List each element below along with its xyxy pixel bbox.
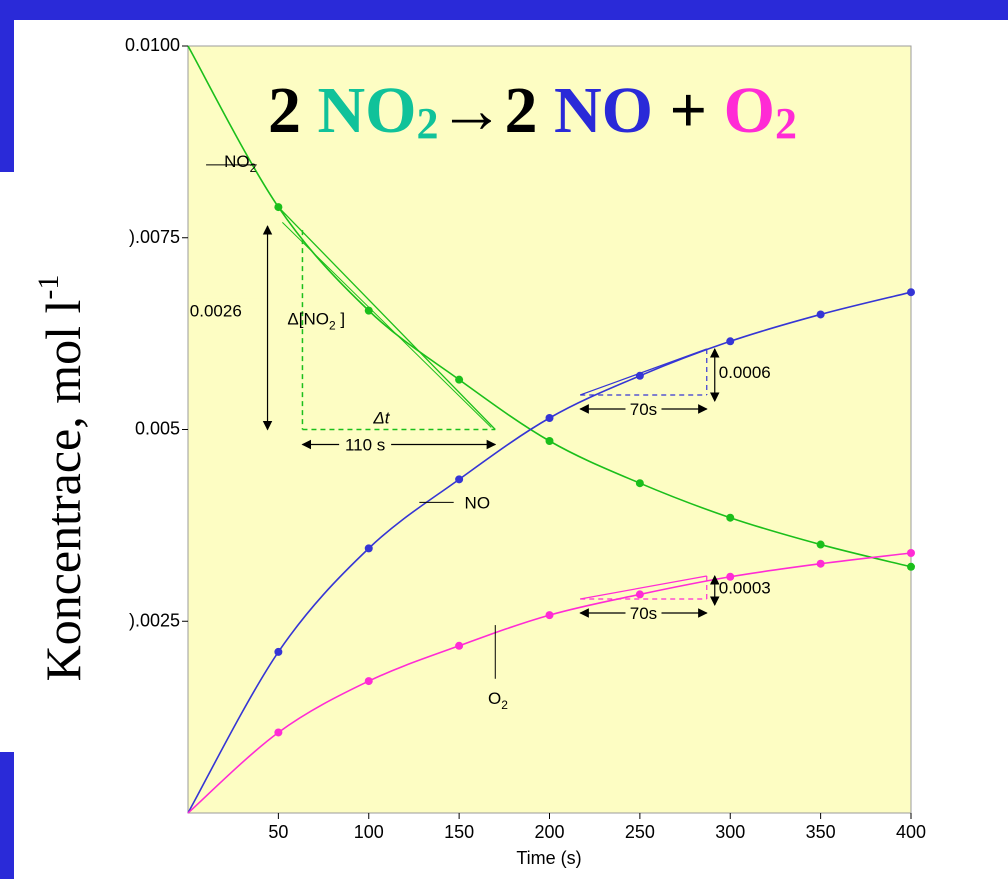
data-point-no (455, 475, 464, 484)
data-point-no (274, 647, 283, 656)
series-line-o2 (187, 552, 912, 814)
x-tick-label: 150 (444, 822, 474, 842)
x-tick-label: 400 (896, 822, 926, 842)
y-tick-label: ).0075 (129, 227, 180, 247)
o2-delta-t-value: 70s (630, 604, 657, 623)
no-delta-t-value: 70s (630, 400, 657, 419)
equation-arrow: → (438, 74, 505, 147)
no2-tangent-line (277, 206, 496, 430)
data-point-no2 (816, 540, 825, 549)
data-point-o2 (364, 677, 373, 686)
slide-left-band-lower (0, 752, 14, 879)
x-tick-label: 350 (806, 822, 836, 842)
data-point-no2 (364, 306, 373, 315)
plot-area (187, 45, 912, 814)
data-point-no2 (545, 437, 554, 446)
no2-delta-t-value: 110 s (345, 436, 385, 455)
equation-coefficient-1: 2 (268, 74, 301, 147)
data-point-no (545, 413, 554, 422)
data-point-o2 (545, 611, 554, 620)
no2-delta-conc-name-part: Δ[NO (287, 309, 329, 328)
data-point-o2 (455, 641, 464, 650)
equation-product-1: NO (554, 74, 653, 147)
curve-label-text: NO (465, 493, 491, 512)
data-points-layer (274, 203, 915, 737)
equation-product-2-subscript: 2 (774, 99, 797, 148)
equation-product-2-symbol: O (723, 74, 775, 147)
x-tick-label: 200 (534, 822, 564, 842)
slide-top-band (0, 0, 1008, 20)
data-point-no (816, 310, 825, 319)
data-point-o2 (816, 559, 825, 568)
y-axis-label-unit-exponent: -1 (32, 274, 66, 300)
y-tick-label: 0.005 (135, 419, 180, 439)
o2-delta-t-value-bg (625, 604, 662, 623)
curves-layer (187, 45, 912, 814)
no-tangent-line (580, 348, 707, 396)
data-point-no (726, 337, 735, 346)
x-tick-label: 250 (625, 822, 655, 842)
data-point-o2 (726, 572, 735, 581)
equation-reactant: NO2 (318, 74, 439, 147)
no2-delta-conc-value-bg (189, 298, 261, 321)
no2-delta-t-value-bg (339, 435, 392, 454)
y-axis-label-container: Koncentrace, mol l-1 (0, 0, 120, 879)
no-delta-conc-value: 0.0006 (719, 363, 771, 382)
data-point-no2 (455, 375, 464, 384)
x-tick-label: 50 (268, 822, 288, 842)
equation-product-2: O2 (724, 74, 797, 147)
data-point-no2 (274, 203, 283, 212)
y-tick-label: ).0025 (129, 610, 180, 630)
no2-delta-conc-name-part: ] (336, 309, 345, 328)
curve-label-text: O (488, 689, 501, 708)
data-point-no2 (635, 479, 644, 488)
curve-label-subscript: 2 (501, 698, 508, 712)
series-line-no (187, 291, 912, 814)
o2-tangent-line (580, 575, 707, 600)
series-line-no2 (187, 45, 912, 568)
equation-plus: + (669, 74, 708, 147)
data-point-no2 (726, 513, 735, 522)
equation-reactant-subscript: 2 (416, 99, 439, 148)
data-point-no (364, 544, 373, 553)
curve-label-no2: NO2 (224, 152, 257, 175)
curve-label-o2: O2 (488, 689, 508, 712)
no2-tangent-line-inner (282, 222, 492, 428)
data-point-o2 (635, 590, 644, 599)
reaction-equation: 2 NO2→2 NO + O2 (268, 78, 797, 146)
axis-ticks-layer: 50 100 150 200 250 300 350 400 ).0025 0.005 ).0075… (125, 35, 926, 842)
curve-label-no: NO (465, 493, 491, 512)
slide-left-band-upper (0, 0, 14, 172)
no-delta-t-value-bg (625, 399, 662, 418)
data-point-no (635, 371, 644, 380)
no2-delta-conc-name: Δ[NO2 ] (287, 309, 345, 332)
data-point-no (907, 288, 915, 297)
data-point-o2 (907, 548, 915, 557)
y-axis-label-text: Koncentrace, mol l (35, 299, 91, 682)
x-tick-label: 300 (715, 822, 745, 842)
equation-coefficient-2: 2 (504, 74, 538, 147)
no2-delta-t-symbol: Δt (372, 409, 390, 428)
curve-label-subscript: 2 (250, 161, 257, 175)
equation-reactant-symbol: NO (317, 74, 417, 147)
no2-delta-conc-value: 0.0026 (190, 302, 242, 321)
x-tick-label: 100 (354, 822, 384, 842)
o2-delta-conc-value: 0.0003 (719, 579, 771, 598)
y-tick-label: 0.0100 (125, 35, 180, 55)
no2-delta-conc-name-part: 2 (329, 318, 336, 332)
data-point-no2 (907, 562, 915, 571)
curve-label-text: NO (224, 152, 250, 171)
x-axis-label: Time (s) (516, 848, 581, 868)
y-axis-label: Koncentrace, mol l-1 (32, 274, 92, 682)
data-point-o2 (274, 728, 283, 737)
